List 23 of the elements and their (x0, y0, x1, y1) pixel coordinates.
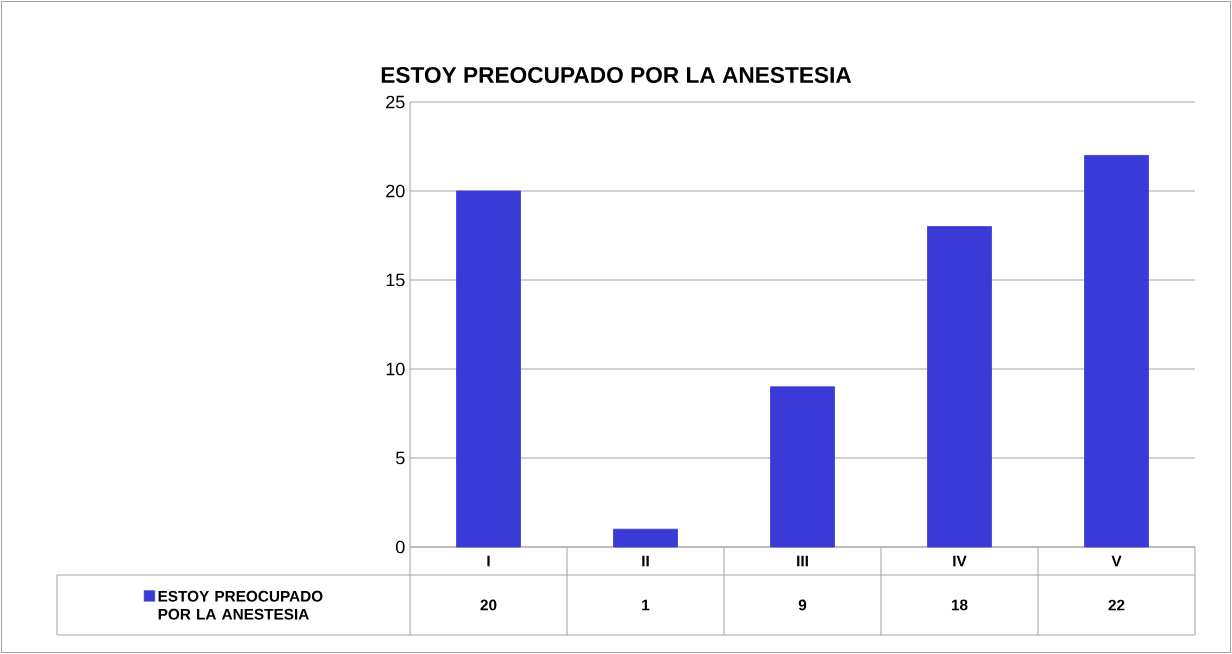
legend-label: ESTOY PREOCUPADO POR LA ANESTESIA (158, 590, 323, 620)
x-tick-label: III (797, 555, 808, 567)
data-label: 22 (1108, 599, 1125, 611)
bar (613, 528, 678, 548)
bar (927, 226, 992, 548)
y-tick-label: 25 (386, 95, 405, 109)
bar (770, 386, 835, 548)
data-label: 20 (480, 599, 497, 611)
bar (1084, 155, 1149, 548)
y-tick-label: 20 (386, 184, 405, 198)
chart-title: ESTOY PREOCUPADO POR LA ANESTESIA (381, 66, 852, 84)
x-tick-label: I (487, 555, 490, 567)
y-tick-label: 5 (395, 451, 405, 465)
x-tick-label: V (1111, 555, 1122, 567)
data-label: 1 (642, 599, 650, 611)
x-tick-label: II (642, 555, 649, 567)
bar (456, 190, 521, 548)
y-tick-label: 10 (386, 362, 405, 376)
data-label: 18 (951, 599, 968, 611)
y-tick-label: 15 (386, 273, 405, 287)
x-tick-label: IV (953, 555, 967, 567)
data-label: 9 (798, 599, 807, 611)
y-tick-label: 0 (395, 540, 405, 554)
